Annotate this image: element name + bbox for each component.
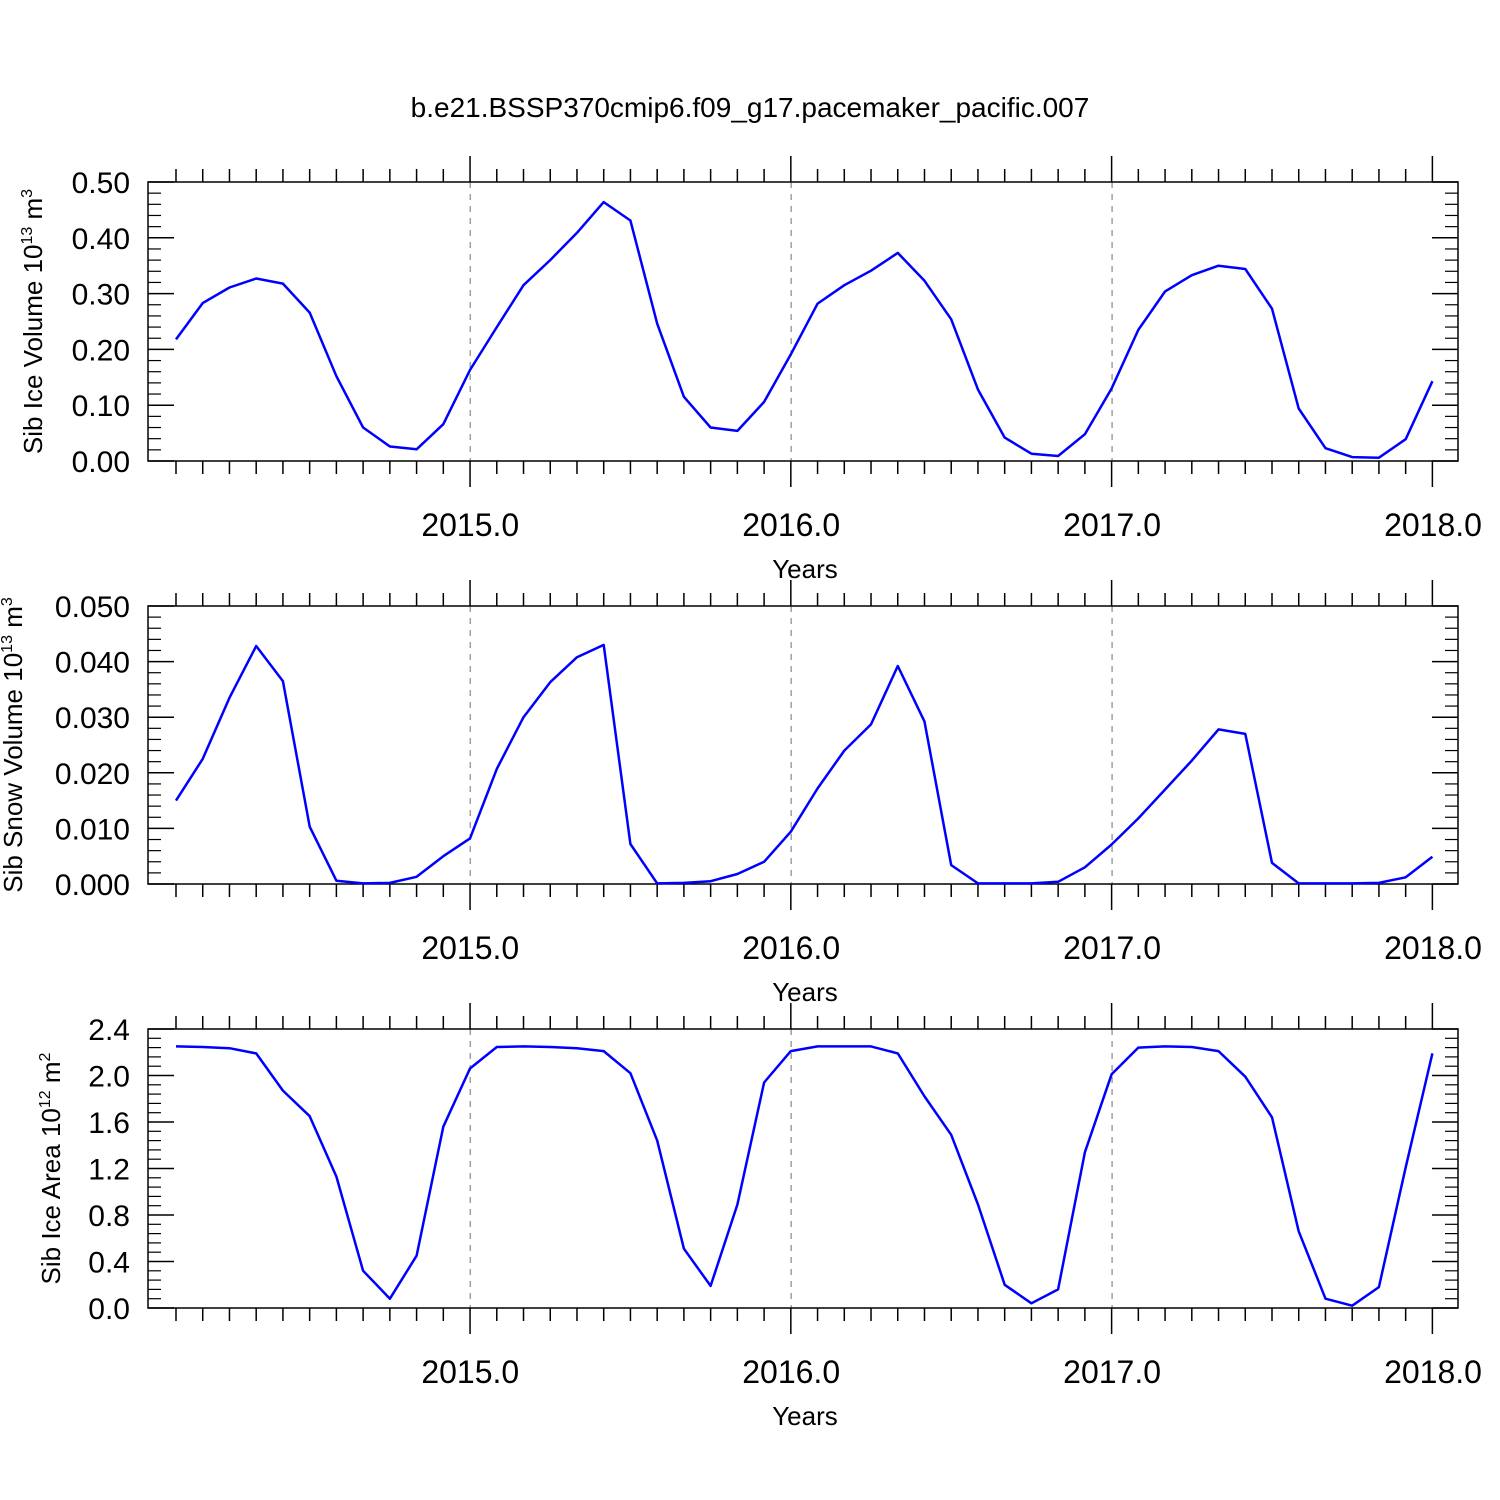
x-tick-label: 2018.0 [1384,930,1482,966]
y-tick-label: 1.2 [88,1154,130,1187]
y-tick-label: 0.10 [72,390,130,423]
chart-panel-2: 2015.0 2016.0 2017.0 2018.0 Years 0.000 0.010 0… [0,580,1482,1007]
y-tick-label: 0.50 [72,167,130,200]
y-tick-label: 2.4 [88,1014,130,1047]
y-tick-label: 1.6 [88,1107,130,1140]
y-tick-label: 0.4 [88,1247,130,1280]
x-tick-label: 2018.0 [1384,507,1482,543]
y-tick-label: 0.40 [72,223,130,256]
x-axis-label: Years [772,1401,838,1431]
x-tick-label: 2017.0 [1063,930,1161,966]
plot-frame [147,605,1459,885]
x-tick-label: 2016.0 [742,507,840,543]
y-tick-label: 0.020 [55,758,130,791]
y-tick-label: 0.00 [72,446,130,479]
y-tick-label: 0.8 [88,1200,130,1233]
y-tick-label: 0.040 [55,647,130,680]
x-tick-label: 2018.0 [1384,1354,1482,1390]
y-tick-label: 0.000 [55,869,130,902]
y-axis-label: Sib Ice Area 1012 m2 [36,1052,66,1284]
x-tick-label: 2016.0 [742,1354,840,1390]
x-axis-label: Years [772,554,838,584]
y-tick-label: 0.050 [55,591,130,624]
x-tick-label: 2017.0 [1063,507,1161,543]
x-tick-label: 2015.0 [421,1354,519,1390]
chart-panel-1: 2015.0 2016.0 2017.0 2018.0 Years 0.00 0.10 0.2… [18,156,1482,584]
chart-title: b.e21.BSSP370cmip6.f09_g17.pacemaker_pac… [411,92,1090,123]
y-tick-label: 0.20 [72,334,130,367]
x-tick-label: 2015.0 [421,930,519,966]
x-axis-label: Years [772,977,838,1007]
y-tick-label: 0.030 [55,702,130,735]
y-axis-label: Sib Snow Volume 1013 m3 [0,597,28,893]
y-tick-label: 0.0 [88,1293,130,1326]
series-line [175,1045,1434,1307]
series-line [174,643,1434,885]
y-tick-label: 2.0 [88,1061,130,1094]
series-line [174,200,1434,459]
plot-frame [147,1028,1459,1309]
x-tick-label: 2017.0 [1063,1354,1161,1390]
y-tick-label: 0.30 [72,279,130,312]
x-tick-label: 2015.0 [421,507,519,543]
y-axis-label: Sib Ice Volume 1013 m3 [18,189,48,454]
plot-frame [147,181,1459,462]
chart-panel-3: 2015.0 2016.0 2017.0 2018.0 Years 0.0 0.4 0.8 1.… [36,1003,1482,1431]
y-tick-label: 0.010 [55,813,130,846]
x-tick-label: 2016.0 [742,930,840,966]
